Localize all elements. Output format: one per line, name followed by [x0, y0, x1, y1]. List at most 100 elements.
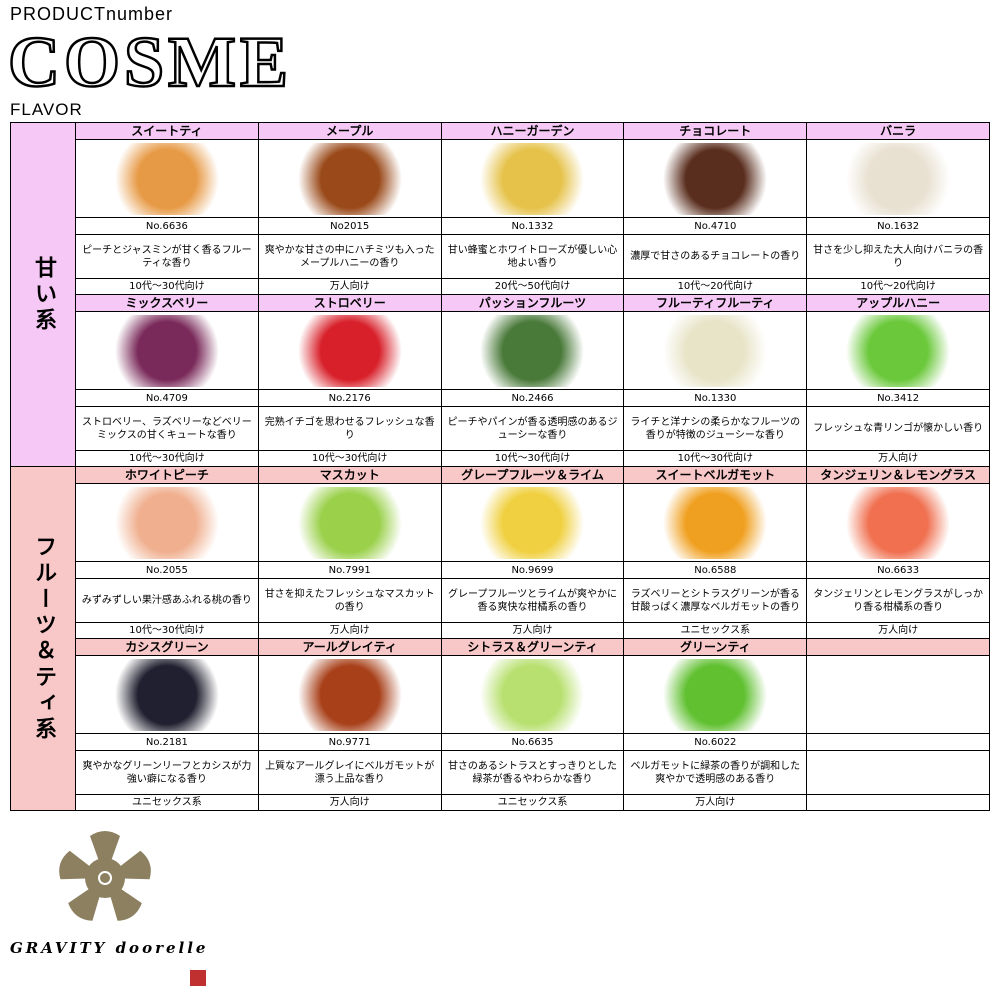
product-number: No.6635	[440, 733, 625, 751]
flavor-description: 爽やかなグリーンリーフとカシスが力強い癖になる香り	[75, 750, 259, 795]
flavor-image	[440, 655, 625, 734]
product-number: No.2055	[75, 561, 259, 579]
product-number: No.4709	[75, 389, 259, 407]
flavor-image	[75, 311, 259, 390]
flavor-image	[257, 483, 442, 562]
flavor-image	[257, 311, 442, 390]
flavor-description: 上質なアールグレイにベルガモットが漂う上品な香り	[257, 750, 442, 795]
flavor-image	[806, 483, 990, 562]
flavor-name	[806, 638, 990, 656]
product-number: No.4710	[623, 217, 808, 235]
flavor-name: マスカット	[257, 466, 442, 484]
flavor-image	[257, 655, 442, 734]
product-photo	[478, 142, 587, 215]
flavor-name: シトラス＆グリーンティ	[440, 638, 625, 656]
product-photo	[112, 142, 221, 215]
target-age: 万人向け	[623, 794, 808, 811]
product-number: No.9771	[257, 733, 442, 751]
target-age: 万人向け	[257, 794, 442, 811]
product-number: No.2181	[75, 733, 259, 751]
flavor-description: 完熟イチゴを思わせるフレッシュな香り	[257, 406, 442, 451]
flavor-name: グリーンティ	[623, 638, 808, 656]
header-product-number: PRODUCTnumber	[10, 3, 173, 25]
product-photo	[112, 486, 221, 559]
flavor-description: ピーチとジャスミンが甘く香るフルーティな香り	[75, 234, 259, 279]
flower-crest-icon	[55, 831, 155, 925]
target-age: ユニセックス系	[623, 622, 808, 639]
flavor-description: 甘さのあるシトラスとすっきりとした緑茶が香るやわらかな香り	[440, 750, 625, 795]
flavor-image	[623, 311, 808, 390]
target-age: 10代～30代向け	[75, 450, 259, 467]
header-number-text: number	[106, 4, 174, 24]
product-number: No.1632	[806, 217, 990, 235]
product-number: No.6588	[623, 561, 808, 579]
product-photo	[661, 314, 770, 387]
flavor-image	[440, 311, 625, 390]
flavor-image	[806, 139, 990, 218]
target-age: 10代～30代向け	[257, 450, 442, 467]
product-photo	[661, 142, 770, 215]
flavor-image	[806, 311, 990, 390]
product-number: No.1332	[440, 217, 625, 235]
flavor-name: ホワイトピーチ	[75, 466, 259, 484]
flavor-description: 甘い蜂蜜とホワイトローズが優しい心地よい香り	[440, 234, 625, 279]
header-flavor: FLAVOR	[10, 100, 83, 119]
brand-emblem	[55, 828, 155, 932]
flavor-image	[257, 139, 442, 218]
flavor-name: フルーティフルーティ	[623, 294, 808, 312]
category-label: フルーツ＆ティ系	[10, 466, 76, 811]
flavor-image	[806, 655, 990, 734]
flavor-image	[75, 655, 259, 734]
category-label: 甘い系	[10, 122, 76, 467]
flavor-description: タンジェリンとレモングラスがしっかり香る柑橘系の香り	[806, 578, 990, 623]
target-age: 万人向け	[806, 622, 990, 639]
flavor-name: アールグレイティ	[257, 638, 442, 656]
flavor-name: アップルハニー	[806, 294, 990, 312]
flavor-table: 甘い系 スイートティ メープル ハニーガーデン チョコレート バニラ No.6636 No20…	[10, 122, 990, 811]
brand-logo: GRAVITY doorelle	[10, 939, 209, 957]
product-number: No.2466	[440, 389, 625, 407]
flavor-image	[75, 483, 259, 562]
product-photo	[295, 314, 404, 387]
product-photo	[661, 486, 770, 559]
flavor-description: 濃厚で甘さのあるチョコレートの香り	[623, 234, 808, 279]
product-photo	[295, 142, 404, 215]
product-photo	[844, 314, 953, 387]
product-photo	[478, 486, 587, 559]
flavor-image	[440, 139, 625, 218]
flavor-name: メープル	[257, 122, 442, 140]
page-title: COSME	[7, 22, 293, 102]
flavor-name: パッションフルーツ	[440, 294, 625, 312]
flavor-description	[806, 750, 990, 795]
target-age: 万人向け	[257, 278, 442, 295]
target-age: 万人向け	[440, 622, 625, 639]
flavor-name: バニラ	[806, 122, 990, 140]
flavor-name: スイートベルガモット	[623, 466, 808, 484]
header-product-text: PRODUCT	[10, 4, 106, 24]
target-age: 万人向け	[257, 622, 442, 639]
flavor-image	[75, 139, 259, 218]
target-age: 10代～30代向け	[440, 450, 625, 467]
product-number: No.2176	[257, 389, 442, 407]
flavor-description: ピーチやパインが香る透明感のあるジューシーな香り	[440, 406, 625, 451]
flavor-name: ミックスベリー	[75, 294, 259, 312]
product-number: No.6636	[75, 217, 259, 235]
flavor-name: カシスグリーン	[75, 638, 259, 656]
flavor-description: 甘さを少し抑えた大人向けバニラの香り	[806, 234, 990, 279]
product-number: No.6633	[806, 561, 990, 579]
product-photo	[295, 658, 404, 731]
flavor-name: スイートティ	[75, 122, 259, 140]
product-photo	[478, 658, 587, 731]
flavor-image	[440, 483, 625, 562]
product-photo	[112, 314, 221, 387]
flavor-image	[623, 483, 808, 562]
target-age: 10代～30代向け	[75, 622, 259, 639]
target-age: ユニセックス系	[75, 794, 259, 811]
flavor-name: ハニーガーデン	[440, 122, 625, 140]
flavor-description: 爽やかな甘さの中にハチミツも入ったメープルハニーの香り	[257, 234, 442, 279]
flavor-name: チョコレート	[623, 122, 808, 140]
product-photo	[844, 142, 953, 215]
flavor-image	[623, 139, 808, 218]
target-age: 万人向け	[806, 450, 990, 467]
flavor-name: タンジェリン＆レモングラス	[806, 466, 990, 484]
